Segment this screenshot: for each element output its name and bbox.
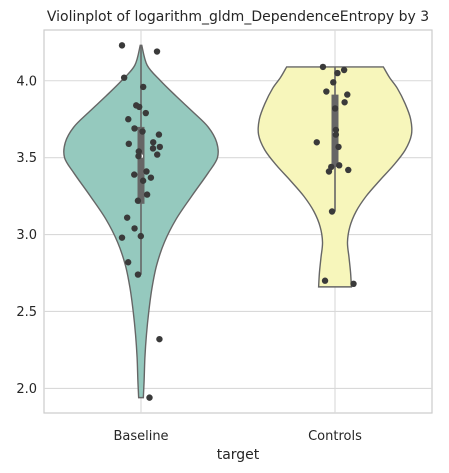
data-point xyxy=(139,128,146,135)
data-point xyxy=(336,162,343,169)
data-point xyxy=(131,125,138,132)
data-point xyxy=(135,152,142,160)
y-tick-label: 3.0 xyxy=(16,228,37,243)
data-point xyxy=(341,99,348,106)
chart-title: Violinplot of logarithm_gldm_DependenceE… xyxy=(47,9,429,25)
data-point xyxy=(323,88,330,95)
data-point xyxy=(335,143,342,151)
data-point xyxy=(118,234,126,241)
data-point xyxy=(134,197,142,204)
y-tick-label: 3.5 xyxy=(16,151,37,166)
data-point xyxy=(313,139,320,146)
x-tick-label: Controls xyxy=(308,429,362,444)
data-point xyxy=(124,259,132,266)
data-point xyxy=(350,280,357,287)
data-point xyxy=(135,148,142,155)
data-point xyxy=(156,143,164,151)
x-tick-label: Baseline xyxy=(113,429,168,444)
data-point xyxy=(156,335,163,343)
data-point xyxy=(137,232,145,240)
data-point xyxy=(325,168,333,175)
data-point xyxy=(344,91,351,98)
data-point xyxy=(134,271,142,278)
data-point xyxy=(330,79,337,86)
data-point xyxy=(332,131,340,138)
data-point xyxy=(154,151,161,158)
data-point xyxy=(142,109,149,117)
data-point xyxy=(118,42,126,49)
data-point xyxy=(153,48,161,55)
violins xyxy=(63,44,413,399)
data-point xyxy=(340,66,348,74)
data-points xyxy=(118,42,357,401)
y-tick-labels: 2.0 2.5 3.0 3.5 4.0 xyxy=(16,74,37,397)
data-point xyxy=(143,191,151,198)
data-point xyxy=(331,105,339,112)
data-point xyxy=(125,116,132,123)
y-tick-label: 4.0 xyxy=(16,74,37,89)
data-point xyxy=(147,174,155,181)
data-point xyxy=(136,103,143,111)
x-tick-labels: Baseline Controls xyxy=(113,429,362,444)
data-point xyxy=(131,225,138,232)
data-point xyxy=(140,83,147,91)
data-point xyxy=(131,171,138,178)
data-point xyxy=(155,131,163,138)
data-point xyxy=(139,177,147,184)
data-point xyxy=(120,74,128,81)
data-point xyxy=(345,166,352,174)
data-point xyxy=(123,214,131,221)
data-point xyxy=(149,145,157,152)
data-point xyxy=(150,139,157,146)
data-point xyxy=(334,69,341,77)
data-point xyxy=(143,168,150,175)
data-point xyxy=(321,277,329,284)
y-tick-label: 2.5 xyxy=(16,305,37,320)
iqr-box xyxy=(137,126,145,204)
data-point xyxy=(146,394,153,401)
data-point xyxy=(125,140,132,148)
data-point xyxy=(328,208,336,215)
y-tick-label: 2.0 xyxy=(16,382,37,397)
data-point xyxy=(319,63,327,71)
x-axis-title: target xyxy=(217,447,260,463)
data-point xyxy=(332,126,340,134)
